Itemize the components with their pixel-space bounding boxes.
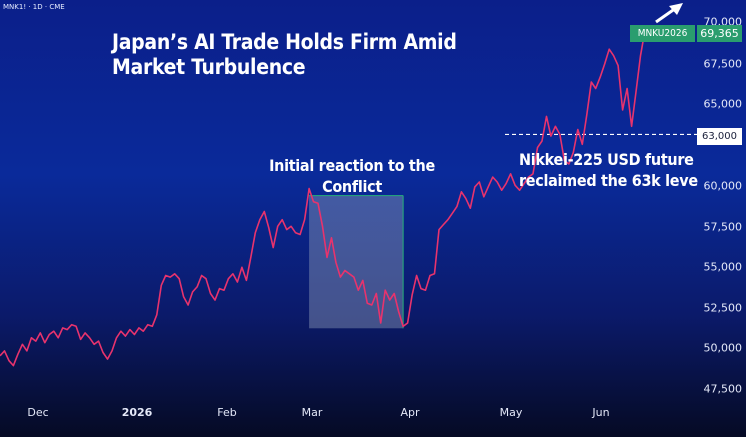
series-line xyxy=(0,29,646,367)
last-price-badge: 69,365 xyxy=(697,25,742,42)
x-tick-label: Jun xyxy=(592,406,610,419)
x-tick-label: Apr xyxy=(400,406,420,419)
annotation-line: Conflict xyxy=(322,177,382,196)
annotation-line: Nikkei-225 USD future xyxy=(519,150,694,169)
y-tick-label: 47,500 xyxy=(703,382,743,396)
symbol-label: MNK1! · 1D · CME xyxy=(3,3,65,11)
annotation-line: Initial reaction to the xyxy=(269,156,435,175)
y-tick-label: 52,500 xyxy=(703,301,743,315)
trend-arrow-shaft xyxy=(655,6,677,24)
y-tick-label: 57,500 xyxy=(703,220,743,234)
chart-title-line: Japan’s AI Trade Holds Firm Amid xyxy=(112,30,457,54)
y-tick-label: 55,000 xyxy=(703,260,743,274)
chart-title: Japan’s AI Trade Holds Firm Amid Market … xyxy=(112,30,457,80)
y-tick-label: 65,000 xyxy=(703,97,743,111)
x-tick-label: Mar xyxy=(301,406,323,419)
level-price-label: 63,000 xyxy=(697,128,742,145)
trend-arrow-head xyxy=(669,3,683,15)
annotation-reaction: Initial reaction to the Conflict xyxy=(262,155,442,197)
symbol-badge: MNKU2026 xyxy=(630,25,695,42)
y-tick-label: 67,500 xyxy=(703,57,743,71)
x-tick-label: Feb xyxy=(217,406,237,419)
x-tick-label: Dec xyxy=(27,406,49,419)
x-tick-label: May xyxy=(499,406,523,419)
chart-title-line: Market Turbulence xyxy=(112,55,306,79)
annotation-reclaim: Nikkei-225 USD future reclaimed the 63k … xyxy=(519,149,698,191)
y-tick-label: 60,000 xyxy=(703,179,743,193)
y-tick-label: 50,000 xyxy=(703,341,743,355)
annotation-line: reclaimed the 63k leve xyxy=(519,171,698,190)
x-tick-label: 2026 xyxy=(121,406,153,419)
reaction-box xyxy=(309,195,404,329)
